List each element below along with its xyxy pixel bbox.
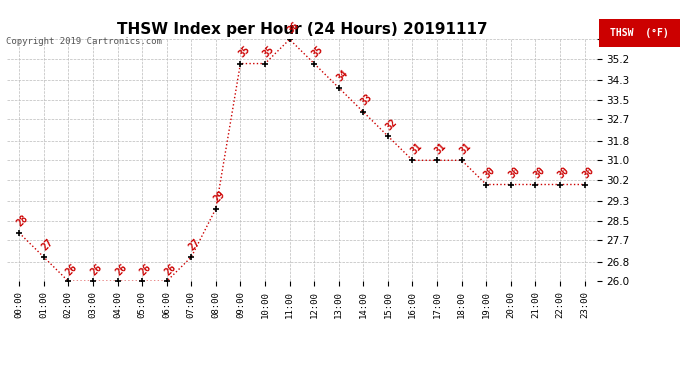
Text: 35: 35: [236, 44, 252, 59]
Text: 26: 26: [64, 262, 79, 277]
Text: 30: 30: [482, 165, 497, 180]
Title: THSW Index per Hour (24 Hours) 20191117: THSW Index per Hour (24 Hours) 20191117: [117, 22, 487, 37]
Text: 28: 28: [15, 213, 30, 229]
Text: 30: 30: [580, 165, 595, 180]
Text: 26: 26: [138, 262, 153, 277]
Text: Copyright 2019 Cartronics.com: Copyright 2019 Cartronics.com: [6, 38, 161, 46]
Text: 30: 30: [556, 165, 571, 180]
Text: 30: 30: [531, 165, 546, 180]
Text: 31: 31: [433, 141, 448, 156]
Text: 35: 35: [310, 44, 326, 59]
Text: 34: 34: [335, 68, 350, 84]
Text: 31: 31: [457, 141, 473, 156]
Text: 35: 35: [261, 44, 276, 59]
Text: THSW  (°F): THSW (°F): [610, 28, 669, 38]
Text: 31: 31: [408, 141, 424, 156]
Text: 33: 33: [359, 92, 375, 108]
Text: 36: 36: [286, 20, 301, 35]
Text: 26: 26: [89, 262, 104, 277]
Text: 26: 26: [113, 262, 129, 277]
Text: 27: 27: [39, 237, 55, 253]
Text: 26: 26: [163, 262, 178, 277]
Text: 30: 30: [506, 165, 522, 180]
Text: 29: 29: [212, 189, 227, 204]
Text: 32: 32: [384, 117, 399, 132]
Text: 27: 27: [187, 237, 202, 253]
